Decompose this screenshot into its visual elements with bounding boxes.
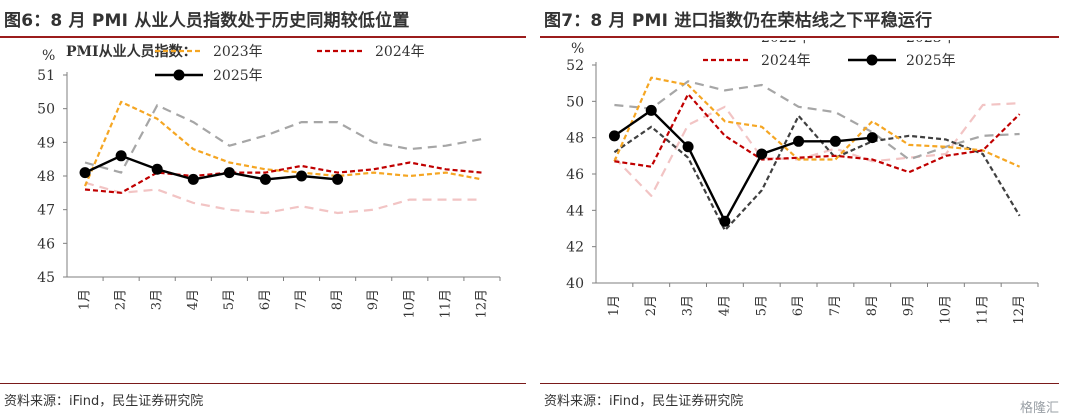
title-divider: [540, 36, 1059, 38]
legend-label-2024: 2024年: [375, 44, 425, 60]
source-divider: [540, 383, 1059, 384]
series-point-2025-8: [332, 173, 344, 185]
y-axis-label: %: [42, 48, 55, 64]
series-point-2025-2: [115, 150, 127, 162]
title-divider: [0, 36, 526, 38]
y-tick-label-47: 47: [37, 203, 55, 219]
x-tick-label-2: 2月: [114, 289, 129, 310]
series-point-2025-5: [756, 148, 768, 160]
legend-label-2024: 2024年: [761, 53, 811, 69]
x-tick-label-9: 9月: [902, 295, 917, 316]
x-tick-label-12: 12月: [474, 289, 489, 319]
series-point-2025-4: [719, 215, 731, 227]
series-point-2025-7: [296, 170, 308, 182]
series-point-2025-5: [223, 167, 235, 179]
series-line-2023: [83, 100, 483, 187]
x-tick-label-11: 11月: [438, 289, 453, 319]
source-divider: [0, 383, 526, 384]
watermark-logo: 格隆汇: [1019, 401, 1059, 416]
x-tick-label-7: 7月: [828, 295, 843, 316]
legend-label-2023: 2023年: [213, 44, 263, 60]
x-tick-label-1: 1月: [607, 295, 622, 316]
legend-marker-2025: [173, 69, 185, 81]
y-tick-label-44: 44: [566, 203, 584, 219]
source-note: 资料来源：iFind，民生证券研究院: [4, 394, 204, 409]
line-chart-import-index: % 40 42 44 46 48 50 52 1月 2月 3月 4月 5月 6月 7月 8月 9月 10月 11月 1…: [566, 40, 1039, 325]
legend-label-2025: 2025年: [213, 68, 263, 84]
series-point-2025-6: [793, 135, 805, 147]
x-tick-label-2: 2月: [644, 295, 659, 316]
series-line-2019: [613, 102, 1020, 197]
y-tick-label-45: 45: [37, 270, 55, 286]
series-point-2025-3: [682, 141, 694, 153]
x-tick-label-6: 6月: [791, 295, 806, 316]
series-line-2024: [84, 161, 483, 194]
series-point-2025-1: [608, 130, 620, 142]
chart-title: 图7：8 月 PMI 进口指数仍在荣枯线之下平稳运行: [544, 11, 933, 31]
y-tick-label-50: 50: [566, 94, 584, 110]
series-point-2025-8: [866, 132, 878, 144]
x-tick-label-12: 12月: [1012, 295, 1027, 325]
series-point-2025-1: [79, 167, 91, 179]
x-tick-label-3: 3月: [681, 295, 696, 316]
series-line-2023: [613, 76, 1021, 168]
legend-marker-2025: [866, 54, 878, 66]
y-axis-label: %: [571, 41, 584, 57]
x-tick-label-6: 6月: [258, 289, 273, 310]
series-line-2021: [84, 104, 483, 174]
x-tick-label-9: 9月: [366, 289, 381, 310]
legend-label-2022: 2022年: [761, 40, 811, 46]
series-line-2025: [613, 109, 873, 223]
legend-label-2025: 2025年: [906, 53, 956, 69]
y-tick-label-52: 52: [566, 58, 584, 74]
x-tick-label-4: 4月: [186, 289, 201, 310]
x-tick-label-7: 7月: [294, 289, 309, 310]
x-tick-label-4: 4月: [717, 295, 732, 316]
x-tick-label-11: 11月: [975, 295, 990, 325]
series-line-2021: [614, 80, 1020, 161]
y-tick-label-51: 51: [37, 68, 55, 84]
series-line-2022: [613, 114, 1021, 232]
chart-title: 图6：8 月 PMI 从业人员指数处于历史同期较低位置: [4, 11, 410, 31]
y-tick-label-49: 49: [37, 135, 55, 151]
y-tick-label-48: 48: [37, 169, 55, 185]
y-tick-label-46: 46: [566, 167, 584, 183]
x-tick-label-10: 10月: [402, 289, 417, 319]
x-tick-label-8: 8月: [865, 295, 880, 316]
source-note: 资料来源：iFind，民生证券研究院: [544, 394, 744, 409]
series-point-2025-7: [829, 135, 841, 147]
series-line-2025: [84, 154, 338, 181]
chart-panel-right: 图7：8 月 PMI 进口指数仍在荣枯线之下平稳运行 % 40 42 44 46 48 50…: [540, 0, 1065, 420]
x-tick-label-5: 5月: [754, 295, 769, 316]
series-point-2025-2: [645, 104, 657, 116]
line-chart-employment-index: % 45 46 47 48 49 50 51 1月 2月 3月 4月 5月 6月 7月 8月 9月 10月 11月 1…: [37, 43, 501, 319]
y-tick-label-42: 42: [566, 240, 584, 256]
x-tick-label-10: 10月: [938, 295, 953, 325]
legend-label-2023: 2023年: [906, 40, 956, 46]
chart-panel-left: 图6：8 月 PMI 从业人员指数处于历史同期较低位置 % 45 46 47 48 49 5…: [0, 0, 532, 420]
x-tick-label-1: 1月: [78, 289, 93, 310]
y-tick-label-40: 40: [566, 276, 584, 292]
series-point-2025-3: [151, 163, 163, 175]
series-line-2019: [84, 181, 482, 215]
series-point-2025-4: [187, 173, 199, 185]
y-tick-label-48: 48: [566, 131, 584, 147]
series-point-2025-6: [259, 173, 271, 185]
x-tick-label-8: 8月: [330, 289, 345, 310]
x-tick-label-5: 5月: [222, 289, 237, 310]
y-tick-label-50: 50: [37, 102, 55, 118]
x-tick-label-3: 3月: [150, 289, 165, 310]
y-tick-label-46: 46: [37, 236, 55, 252]
series-line-2024: [614, 93, 1021, 174]
legend-prefix: PMI从业人员指数：: [66, 43, 197, 60]
